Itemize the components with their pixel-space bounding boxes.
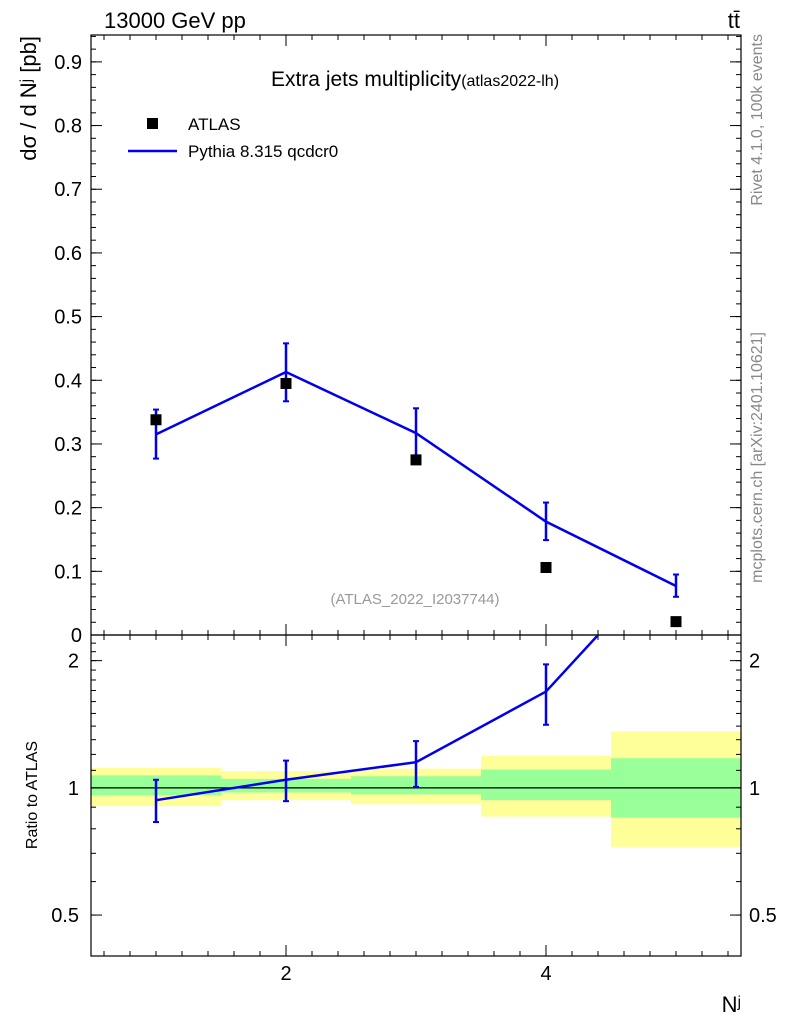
upper-y-tick-label: 0.2 <box>54 498 82 520</box>
header-left-text: 13000 GeV pp <box>104 8 246 33</box>
upper-watermark: (ATLAS_2022_I2037744) <box>330 591 499 608</box>
ratio-band-inner <box>481 769 611 801</box>
x-tick-label: 4 <box>540 963 551 985</box>
legend-atlas-marker <box>147 118 158 129</box>
mcplots-label: mcplots.cern.ch [arXiv:2401.10621] <box>749 332 766 583</box>
lower-y-tick-label-right: 0.5 <box>749 905 777 927</box>
upper-y-tick-label: 0.9 <box>54 52 82 74</box>
upper-title-tag: (atlas2022-lh) <box>461 73 559 90</box>
upper-y-tick-label: 0.7 <box>54 179 82 201</box>
legend-pythia-label: Pythia 8.315 qcdcr0 <box>188 142 338 161</box>
lower-y-axis-label: Ratio to ATLAS <box>24 741 41 849</box>
lower-y-tick-label-left: 0.5 <box>51 905 79 927</box>
atlas-data-point <box>540 561 552 573</box>
upper-y-tick-label: 0.3 <box>54 434 82 456</box>
upper-title: Extra jets multiplicity(atlas2022-lh) <box>271 68 559 91</box>
lower-y-tick-label-right: 1 <box>749 778 760 800</box>
upper-title-main: Extra jets multiplicity <box>271 68 462 91</box>
lower-plot-area: 0.5 0.5 1 1 2 2 2 4 <box>51 634 777 985</box>
upper-data-marks <box>150 342 682 628</box>
upper-y-axis-label: dσ / d Nʲ [pb] <box>16 36 41 161</box>
atlas-data-point <box>280 377 292 389</box>
legend-atlas-label: ATLAS <box>188 115 241 134</box>
atlas-data-point <box>410 454 422 466</box>
upper-y-tick-label: 0.8 <box>54 116 82 138</box>
x-axis-label: Nʲ <box>722 992 741 1017</box>
upper-y-tick-label: 0.4 <box>54 370 82 392</box>
atlas-data-point <box>670 616 682 628</box>
lower-y-tick-label-right: 2 <box>749 651 760 673</box>
ratio-bands <box>91 731 741 847</box>
lower-y-tick-label-left: 2 <box>68 651 79 673</box>
upper-y-tick-label-zero: 0 <box>71 625 82 647</box>
lower-y-tick-label-left: 1 <box>68 778 79 800</box>
atlas-data-point <box>150 414 162 426</box>
pythia-line <box>155 370 677 588</box>
rivet-version-label: Rivet 4.1.0, 100k events <box>749 34 766 206</box>
upper-y-tick-label: 0.1 <box>54 561 82 583</box>
upper-y-tick-label: 0.5 <box>54 307 82 329</box>
header-right-text: tt̄ <box>728 8 740 33</box>
upper-y-tick-label: 0.6 <box>54 243 82 265</box>
x-tick-label: 2 <box>280 963 291 985</box>
lower-data-marks <box>153 635 600 824</box>
